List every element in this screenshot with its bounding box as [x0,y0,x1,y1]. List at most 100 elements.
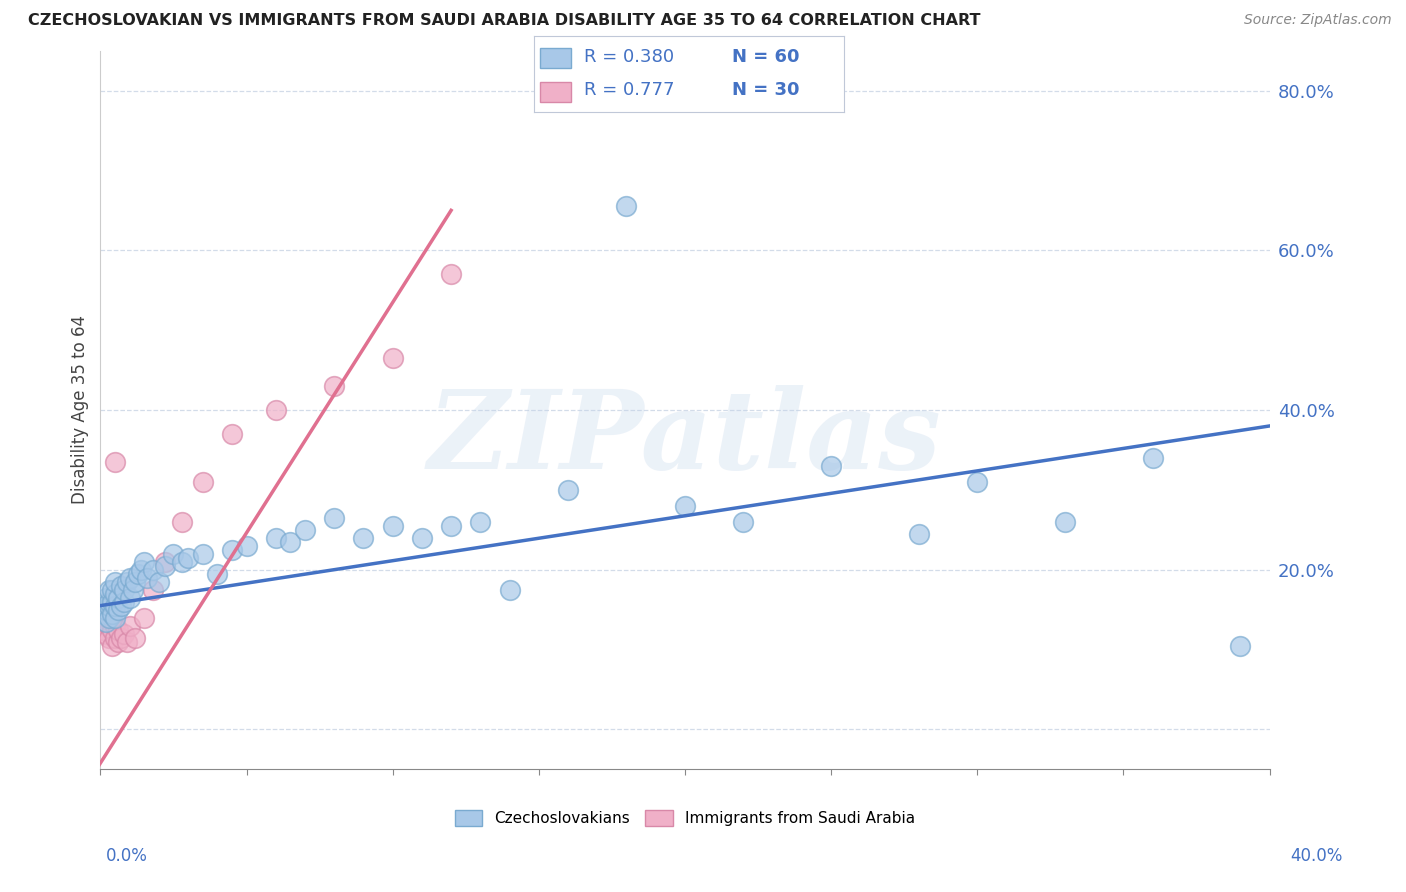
Point [104,631,127,645]
Point [101,582,124,597]
Text: CZECHOSLOVAKIAN VS IMMIGRANTS FROM SAUDI ARABIA DISABILITY AGE 35 TO 64 CORRELAT: CZECHOSLOVAKIAN VS IMMIGRANTS FROM SAUDI… [28,13,980,29]
Point [221,426,243,441]
Point [907,526,929,541]
Point [820,458,842,473]
Point [616,199,638,213]
Point [470,515,492,529]
Point [115,634,138,648]
Point [115,574,138,589]
Point [98,582,121,597]
Point [1229,639,1251,653]
Text: 0.0%: 0.0% [105,847,148,864]
Point [98,618,121,632]
Point [104,574,127,589]
Point [101,594,124,608]
Point [104,618,127,632]
Point [101,623,124,637]
Point [91,599,114,613]
Point [107,634,129,648]
Point [129,563,152,577]
Point [294,523,316,537]
Point [323,510,346,524]
Text: N = 30: N = 30 [733,81,800,99]
Point [112,582,135,597]
Point [221,542,243,557]
Point [112,594,135,608]
Point [91,615,114,629]
Point [104,587,127,601]
Bar [540,82,571,103]
Point [121,582,143,597]
Bar [540,47,571,68]
Point [153,558,176,573]
Point [96,615,118,629]
Text: R = 0.777: R = 0.777 [583,81,675,99]
Point [118,618,141,632]
Point [191,475,214,489]
Y-axis label: Disability Age 35 to 64: Disability Age 35 to 64 [72,316,89,505]
Point [323,379,346,393]
Text: ZIPatlas: ZIPatlas [427,385,942,492]
Point [381,518,404,533]
Point [98,594,121,608]
Point [101,607,124,621]
Point [104,610,127,624]
Point [557,483,579,497]
Point [110,579,132,593]
Point [142,582,165,597]
Point [162,547,184,561]
Point [107,591,129,605]
Point [110,599,132,613]
Point [411,531,433,545]
Point [264,403,287,417]
Point [134,555,156,569]
Point [98,599,121,613]
Point [118,591,141,605]
Point [96,626,118,640]
Point [101,610,124,624]
Point [91,607,114,621]
Point [134,610,156,624]
Point [498,582,520,597]
Point [107,623,129,637]
Point [172,555,194,569]
Point [440,518,463,533]
Point [142,563,165,577]
Point [112,626,135,640]
Point [172,515,194,529]
Legend: Czechoslovakians, Immigrants from Saudi Arabia: Czechoslovakians, Immigrants from Saudi … [454,810,915,826]
Point [1142,450,1164,465]
Point [96,602,118,616]
Point [280,534,302,549]
Point [207,566,229,581]
Point [110,631,132,645]
Point [1053,515,1076,529]
Point [101,639,124,653]
Point [118,571,141,585]
Point [107,602,129,616]
Point [673,499,696,513]
Point [235,539,257,553]
Point [104,455,127,469]
Point [91,623,114,637]
Text: Source: ZipAtlas.com: Source: ZipAtlas.com [1244,13,1392,28]
Point [127,566,149,581]
Point [98,607,121,621]
Text: N = 60: N = 60 [733,48,800,66]
Point [966,475,988,489]
Point [98,610,121,624]
Point [136,571,159,585]
Point [440,267,463,281]
Point [98,631,121,645]
Point [153,555,176,569]
Point [104,599,127,613]
Text: 40.0%: 40.0% [1291,847,1343,864]
Point [148,574,170,589]
Point [124,574,146,589]
Point [733,515,755,529]
Point [191,547,214,561]
Point [264,531,287,545]
Point [96,610,118,624]
Point [177,550,200,565]
Point [96,591,118,605]
